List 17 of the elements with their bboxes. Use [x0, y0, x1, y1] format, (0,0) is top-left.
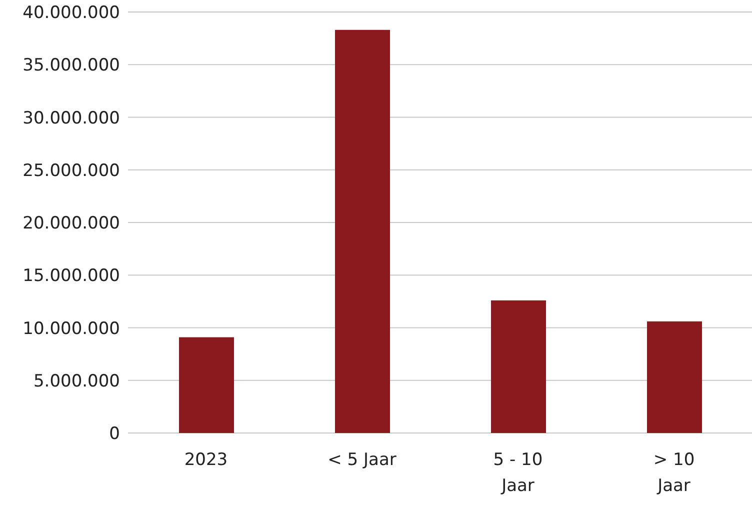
y-tick-label: 20.000.000: [22, 214, 120, 234]
bar: [179, 337, 234, 433]
x-tick-label: > 10 Jaar: [653, 450, 695, 496]
y-tick-label: 0: [109, 424, 120, 444]
y-tick-label: 40.000.000: [22, 3, 120, 24]
x-tick-label: < 5 Jaar: [328, 450, 396, 470]
x-tick-label: 5 - 10 Jaar: [493, 450, 543, 496]
y-tick-label: 10.000.000: [22, 318, 120, 339]
bar: [335, 30, 390, 433]
y-tick-label: 15.000.000: [22, 266, 120, 286]
y-tick-label: 30.000.000: [22, 108, 120, 128]
y-tick-label: 5.000.000: [33, 371, 120, 392]
y-tick-label: 25.000.000: [22, 160, 120, 181]
bar: [647, 321, 702, 433]
bar: [491, 300, 546, 433]
y-tick-label: 35.000.000: [22, 56, 120, 76]
x-tick-label: 2023: [184, 450, 228, 470]
